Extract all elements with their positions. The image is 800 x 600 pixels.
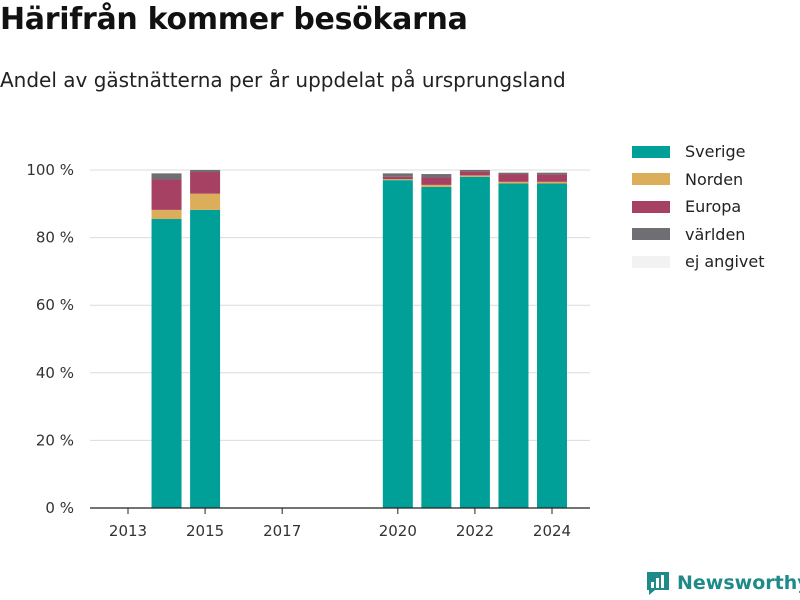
legend-swatch xyxy=(632,200,670,213)
bar-segment xyxy=(151,219,182,508)
legend-label: Norden xyxy=(685,169,744,189)
x-tick-label: 2024 xyxy=(533,522,571,540)
bar-group xyxy=(151,170,567,508)
bar-segment xyxy=(537,172,567,175)
y-tick-label: 0 % xyxy=(45,499,74,517)
bar-segment xyxy=(498,172,529,175)
bar-segment xyxy=(498,174,529,182)
bar-segment xyxy=(537,181,567,184)
x-tick-label: 2015 xyxy=(186,522,224,540)
x-tick-label: 2022 xyxy=(456,522,494,540)
legend-item: världen xyxy=(632,221,765,249)
bar-segment xyxy=(459,170,490,172)
bar-segment xyxy=(382,176,413,180)
y-tick-label: 40 % xyxy=(36,364,74,382)
bar-segment xyxy=(421,174,452,178)
bar-segment xyxy=(151,209,182,220)
legend-label: världen xyxy=(685,224,746,244)
legend-label: ej angivet xyxy=(685,252,765,272)
bar-segment xyxy=(190,170,221,173)
chart-title: Härifrån kommer besökarna xyxy=(0,2,468,37)
bar-segment xyxy=(382,180,413,508)
axes: 0 % 20 % 40 % 60 % 80 % 100 % 2013 2015 2017 2020… xyxy=(26,161,590,540)
bar-segment xyxy=(498,183,529,508)
x-tick-label: 2013 xyxy=(109,522,147,540)
bar-chart-badge-icon xyxy=(647,572,669,595)
y-tick-label: 100 % xyxy=(26,161,74,179)
x-tick-label: 2020 xyxy=(379,522,417,540)
legend-swatch xyxy=(632,255,670,268)
legend-item: Europa xyxy=(632,193,765,221)
legend-item: ej angivet xyxy=(632,248,765,276)
bar-segment xyxy=(421,184,452,187)
bar-segment xyxy=(190,193,221,210)
bar-segment xyxy=(459,175,490,177)
bar-segment xyxy=(537,183,567,508)
legend-item: Sverige xyxy=(632,138,765,166)
bar-segment xyxy=(421,186,452,508)
bar-segment xyxy=(190,209,221,508)
bar-segment xyxy=(190,172,221,194)
bar-segment xyxy=(151,179,182,210)
legend-label: Europa xyxy=(685,197,742,217)
legend: Sverige Norden Europa världen ej angivet xyxy=(632,138,765,276)
brand-name: Newsworthy xyxy=(677,572,800,594)
brand-logo: Newsworthy xyxy=(645,570,800,596)
legend-swatch xyxy=(632,173,670,186)
y-tick-label: 20 % xyxy=(36,431,74,449)
bar-segment xyxy=(498,181,529,184)
x-tick-label: 2017 xyxy=(263,522,301,540)
y-tick-label: 80 % xyxy=(36,229,74,247)
bar-segment xyxy=(421,177,452,185)
bar-segment xyxy=(459,171,490,176)
legend-swatch xyxy=(632,145,670,158)
bar-segment xyxy=(382,173,413,177)
legend-label: Sverige xyxy=(685,142,746,162)
bar-segment xyxy=(382,179,413,181)
legend-swatch xyxy=(632,228,670,241)
bar-segment xyxy=(459,176,490,508)
legend-item: Norden xyxy=(632,166,765,194)
chart-subtitle: Andel av gästnätterna per år uppdelat på… xyxy=(0,68,566,92)
bar-segment xyxy=(537,174,567,182)
bar-segment xyxy=(151,173,182,180)
y-tick-label: 60 % xyxy=(36,296,74,314)
